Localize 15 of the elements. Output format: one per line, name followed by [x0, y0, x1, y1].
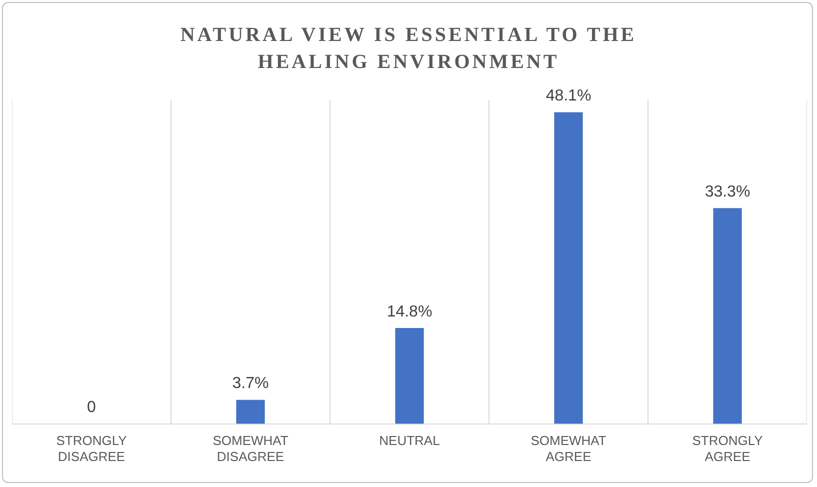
data-label: 0 [87, 399, 96, 416]
x-tick-label: STRONGLY AGREE [692, 433, 764, 464]
x-tick-label: STRONGLY DISAGREE [56, 433, 128, 464]
chart-title: NATURAL VIEW IS ESSENTIAL TO THE HEALING ENVIRONMENT [179, 23, 638, 75]
data-label: 3.7% [232, 375, 269, 392]
data-label: 33.3% [704, 184, 750, 201]
data-label: 14.8% [386, 303, 432, 320]
data-label: 48.1% [546, 88, 592, 105]
bar [236, 400, 265, 424]
x-tick-label: SOMEWHAT AGREE [530, 433, 606, 464]
x-tick-label: NEUTRAL [379, 433, 440, 448]
bar [554, 112, 583, 424]
bar [713, 208, 742, 424]
x-tick-label: SOMEWHAT DISAGREE [212, 433, 288, 464]
bar [395, 328, 424, 424]
